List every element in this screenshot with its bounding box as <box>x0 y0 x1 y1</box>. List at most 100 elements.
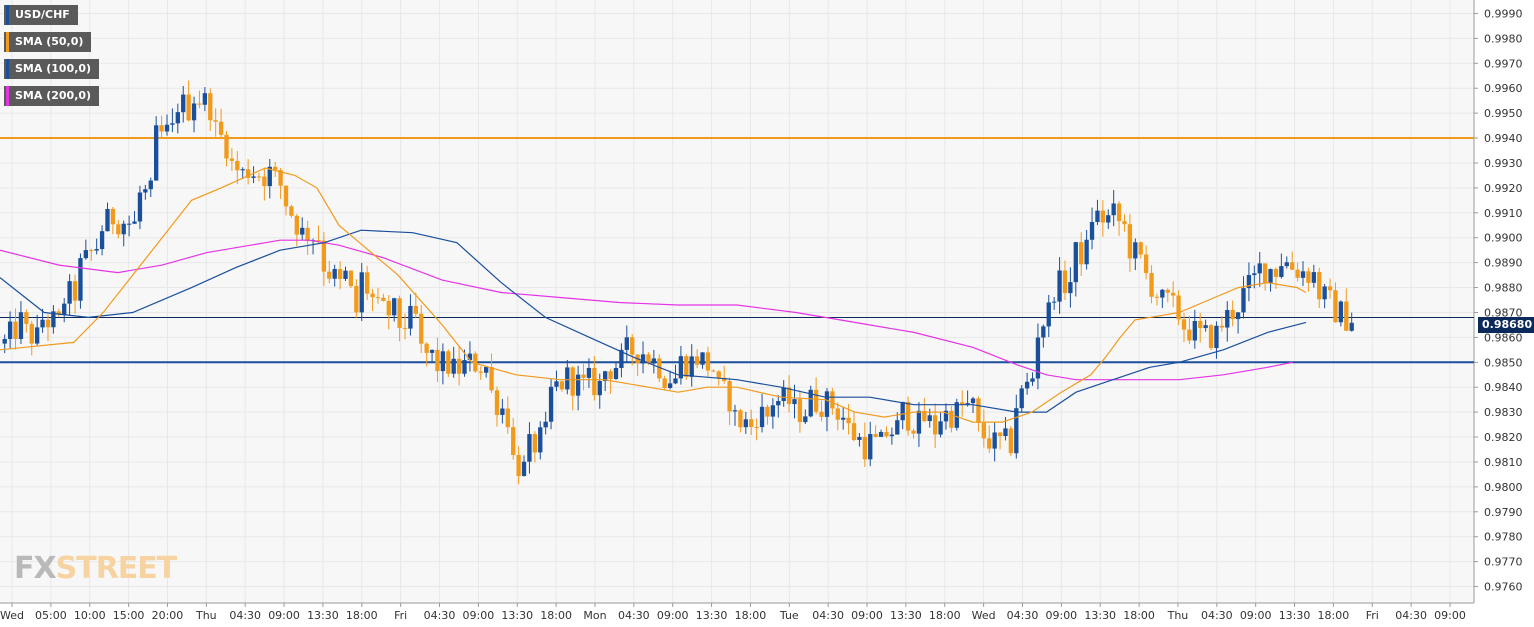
candle-body <box>630 337 635 355</box>
candle-body <box>89 250 94 252</box>
candle-body <box>781 387 786 402</box>
candle-body <box>1300 271 1306 278</box>
candle-body <box>1257 263 1262 274</box>
candle-body <box>1068 282 1073 294</box>
candle-body <box>1111 203 1116 216</box>
candle-body <box>694 356 700 365</box>
candle-body <box>354 286 359 313</box>
candle-body <box>565 367 570 390</box>
candle-body <box>170 123 175 125</box>
candle-body <box>1295 269 1300 278</box>
y-tick-label: 0.9780 <box>1484 531 1523 544</box>
candle-body <box>1262 263 1268 284</box>
candle-body <box>440 351 446 372</box>
legend-swatch <box>6 5 9 25</box>
candle-body <box>846 417 851 424</box>
x-tick-label: 18:00 <box>1318 609 1350 622</box>
candle-body <box>208 93 213 121</box>
candle-body <box>7 321 13 339</box>
candle-body <box>878 432 884 437</box>
candle-body <box>1133 242 1138 259</box>
candle-body <box>1106 215 1111 223</box>
candle-body <box>478 371 483 373</box>
candle-body <box>321 240 327 272</box>
candle-body <box>1246 275 1252 289</box>
y-tick-label: 0.9840 <box>1484 381 1523 394</box>
y-tick-label: 0.9790 <box>1484 506 1523 519</box>
candle-body <box>651 358 657 364</box>
candle-body <box>456 358 462 374</box>
legend-item: SMA (100,0) <box>4 59 100 79</box>
candle-body <box>224 134 229 159</box>
candle-body <box>267 166 272 187</box>
candle-body <box>34 327 40 344</box>
candle-body <box>862 436 867 460</box>
candle-body <box>489 367 494 391</box>
x-tick-label: 13:30 <box>1084 609 1116 622</box>
candle-body <box>1317 272 1322 300</box>
y-tick-label: 0.9910 <box>1484 207 1523 220</box>
candle-body <box>667 383 673 388</box>
candle-body <box>824 391 830 417</box>
legend-swatch <box>6 59 9 79</box>
x-tick-label: 15:00 <box>113 609 145 622</box>
candle-body <box>640 354 646 364</box>
candle-body <box>981 422 987 439</box>
candle-body <box>429 349 435 353</box>
x-tick-label: Fri <box>1366 609 1379 622</box>
x-tick-label: 18:00 <box>929 609 961 622</box>
candle-body <box>1290 262 1295 270</box>
candle-body <box>770 405 776 417</box>
candle-body <box>1165 289 1170 293</box>
candle-body <box>548 386 554 422</box>
candle-body <box>911 430 916 434</box>
y-tick-label: 0.9950 <box>1484 107 1523 120</box>
x-tick-label: 04:30 <box>229 609 261 622</box>
candle-body <box>99 231 105 250</box>
candle-body <box>62 303 67 315</box>
legend-item: USD/CHF <box>4 5 78 25</box>
candle-body <box>743 419 748 428</box>
x-tick-label: 09:00 <box>851 609 883 622</box>
candle-body <box>1138 242 1143 255</box>
candle-body <box>1024 381 1030 389</box>
sma-50-line <box>0 167 1307 423</box>
candle-body <box>884 432 889 437</box>
x-tick-label: 18:00 <box>1123 609 1155 622</box>
y-tick-label: 0.9920 <box>1484 182 1523 195</box>
candle-body <box>1149 273 1154 297</box>
y-tick-label: 0.9760 <box>1484 581 1523 594</box>
candle-body <box>1051 301 1057 303</box>
candle-body <box>29 323 34 344</box>
candle-body <box>797 399 803 423</box>
candle-body <box>889 434 895 437</box>
x-tick-label: 04:30 <box>618 609 650 622</box>
candle-body <box>857 436 862 440</box>
legend-label: USD/CHF <box>15 8 70 21</box>
candle-body <box>624 337 629 350</box>
candle-body <box>900 401 905 421</box>
candle-body <box>1041 326 1046 338</box>
y-tick-label: 0.9960 <box>1484 82 1523 95</box>
candle-body <box>960 402 965 405</box>
candle-body <box>684 356 689 377</box>
fxstreet-logo: FXSTREET <box>14 552 177 586</box>
candle-body <box>245 169 251 178</box>
candle-body <box>976 398 981 423</box>
candle-body <box>613 368 619 380</box>
x-tick-label: 09:00 <box>657 609 689 622</box>
candle-body <box>1079 242 1084 265</box>
current-price-label: 0.98680 <box>1478 317 1534 333</box>
candle-body <box>256 176 262 178</box>
candle-body <box>1154 296 1160 298</box>
plot-background <box>0 0 1474 603</box>
candle-body <box>78 258 83 301</box>
candle-body <box>776 401 781 406</box>
candle-body <box>554 381 559 387</box>
candle-body <box>1100 210 1106 223</box>
x-tick-label: 18:00 <box>540 609 572 622</box>
candle-body <box>229 158 235 161</box>
candle-body <box>916 410 922 434</box>
candle-body <box>397 298 402 328</box>
y-tick-label: 0.9880 <box>1484 282 1523 295</box>
